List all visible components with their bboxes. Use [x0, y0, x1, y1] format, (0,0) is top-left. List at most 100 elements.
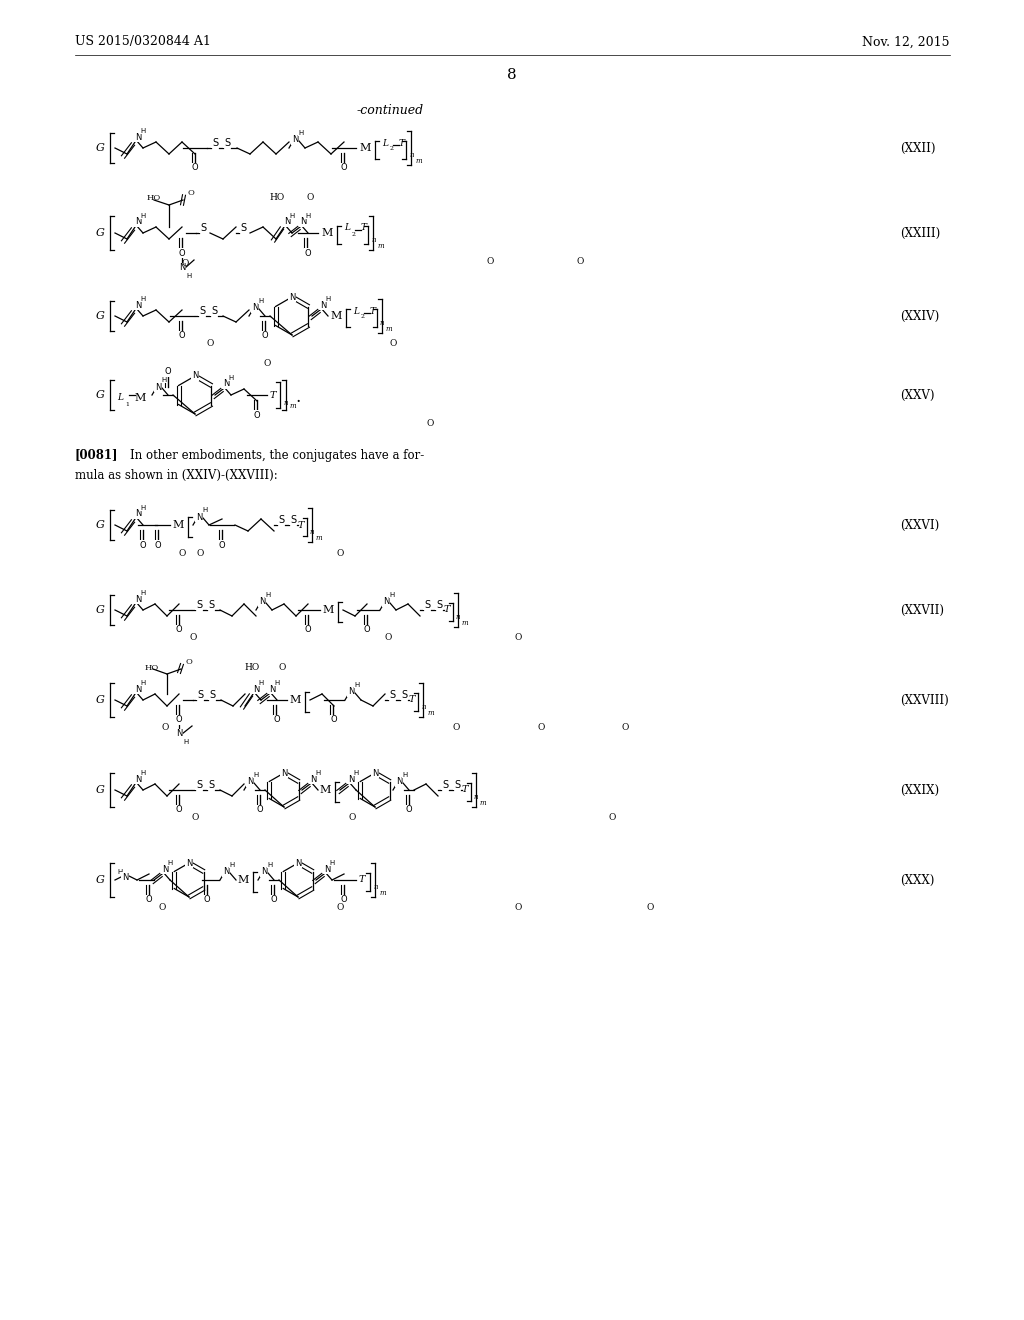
Text: 2: 2	[390, 147, 394, 152]
Text: G: G	[95, 312, 104, 321]
Text: (XXVI): (XXVI)	[900, 519, 939, 532]
Text: N: N	[191, 371, 199, 380]
Text: N: N	[135, 132, 141, 141]
Text: T: T	[361, 223, 367, 232]
Text: S: S	[389, 690, 395, 700]
Text: O: O	[279, 663, 286, 672]
Text: (XXV): (XXV)	[900, 388, 935, 401]
Text: 2: 2	[361, 314, 365, 319]
Text: m: m	[386, 325, 392, 333]
Text: S: S	[224, 139, 230, 148]
Text: O: O	[426, 418, 434, 428]
Text: H: H	[162, 378, 167, 383]
Text: O: O	[486, 256, 494, 265]
Text: HO: HO	[147, 194, 161, 202]
Text: N: N	[295, 858, 301, 867]
Text: H: H	[354, 682, 359, 688]
Text: N: N	[324, 865, 330, 874]
Text: m: m	[290, 403, 297, 411]
Text: G: G	[95, 520, 104, 531]
Text: N: N	[162, 865, 168, 874]
Text: G: G	[95, 875, 104, 884]
Text: O: O	[189, 634, 197, 643]
Text: S: S	[442, 780, 449, 789]
Text: N: N	[135, 685, 141, 693]
Text: S: S	[240, 223, 246, 234]
Text: T: T	[399, 139, 406, 148]
Text: O: O	[165, 367, 171, 376]
Text: O: O	[197, 549, 204, 557]
Text: (XXIII): (XXIII)	[900, 227, 940, 239]
Text: S: S	[424, 601, 430, 610]
Text: O: O	[139, 540, 146, 549]
Text: S: S	[199, 306, 205, 315]
Text: T: T	[298, 520, 304, 529]
Text: In other embodiments, the conjugates have a for-: In other embodiments, the conjugates hav…	[130, 449, 424, 462]
Text: O: O	[159, 903, 166, 912]
Text: O: O	[176, 805, 182, 814]
Text: US 2015/0320844 A1: US 2015/0320844 A1	[75, 36, 211, 49]
Text: n: n	[456, 612, 461, 620]
Text: O: O	[254, 411, 260, 420]
Text: O: O	[622, 723, 629, 733]
Text: S: S	[200, 223, 206, 234]
Text: M: M	[323, 605, 334, 615]
Text: O: O	[204, 895, 210, 904]
Text: O: O	[646, 903, 653, 912]
Text: H: H	[315, 770, 321, 776]
Text: n: n	[380, 319, 384, 327]
Text: H: H	[389, 591, 394, 598]
Text: H: H	[267, 862, 272, 869]
Text: T: T	[269, 391, 276, 400]
Text: O: O	[186, 657, 193, 667]
Text: O: O	[270, 895, 278, 904]
Text: H: H	[298, 129, 304, 136]
Text: O: O	[305, 248, 311, 257]
Text: N: N	[292, 136, 298, 144]
Text: S: S	[212, 139, 218, 148]
Text: mula as shown in (XXIV)-(XXVIII):: mula as shown in (XXIV)-(XXVIII):	[75, 469, 278, 482]
Text: HO: HO	[145, 664, 160, 672]
Text: O: O	[273, 715, 281, 725]
Text: n: n	[409, 150, 414, 158]
Text: O: O	[162, 723, 169, 733]
Text: S: S	[290, 515, 296, 525]
Text: M: M	[172, 520, 183, 531]
Text: H: H	[183, 739, 188, 744]
Text: n: n	[371, 236, 376, 244]
Text: M: M	[134, 393, 145, 403]
Text: [0081]: [0081]	[75, 449, 119, 462]
Text: N: N	[155, 383, 161, 392]
Text: L: L	[353, 306, 359, 315]
Text: M: M	[359, 143, 371, 153]
Text: m: m	[427, 709, 433, 717]
Text: H: H	[290, 213, 295, 219]
Text: N: N	[176, 730, 182, 738]
Text: S: S	[211, 306, 217, 315]
Text: H: H	[228, 375, 233, 381]
Text: n: n	[421, 704, 426, 711]
Text: N: N	[261, 867, 267, 876]
Text: N: N	[135, 510, 141, 519]
Text: O: O	[178, 248, 185, 257]
Text: S: S	[209, 690, 215, 700]
Text: N: N	[253, 685, 259, 693]
Text: S: S	[208, 601, 214, 610]
Text: O: O	[187, 189, 194, 197]
Text: -continued: -continued	[356, 103, 424, 116]
Text: N: N	[135, 594, 141, 603]
Text: n: n	[474, 793, 478, 801]
Text: O: O	[191, 813, 199, 822]
Text: H: H	[402, 772, 408, 777]
Text: O: O	[331, 715, 337, 725]
Text: O: O	[406, 805, 413, 814]
Text: L: L	[117, 393, 123, 403]
Text: N: N	[284, 218, 290, 227]
Text: T: T	[443, 606, 451, 615]
Text: O: O	[538, 723, 545, 733]
Text: N: N	[372, 768, 378, 777]
Text: O: O	[514, 903, 521, 912]
Text: (XXVII): (XXVII)	[900, 603, 944, 616]
Text: H: H	[305, 213, 310, 219]
Text: m: m	[480, 799, 486, 807]
